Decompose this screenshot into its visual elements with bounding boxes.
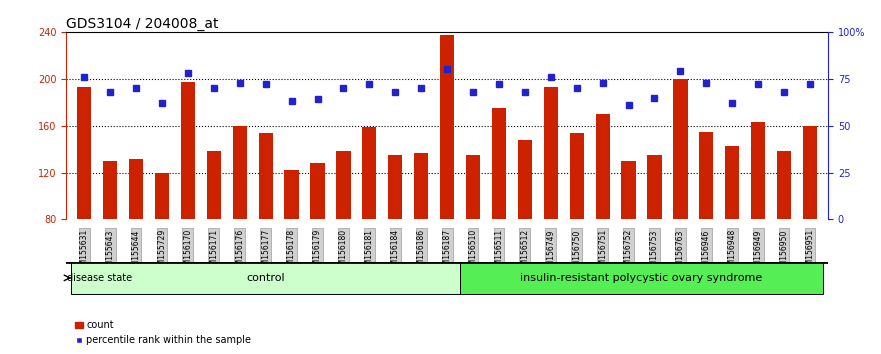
Bar — [466, 155, 480, 313]
Bar — [492, 108, 506, 313]
Bar — [207, 152, 221, 313]
Text: disease state: disease state — [67, 273, 132, 283]
Bar — [285, 170, 299, 313]
Bar — [389, 155, 403, 313]
Bar — [440, 35, 455, 313]
Text: insulin-resistant polycystic ovary syndrome: insulin-resistant polycystic ovary syndr… — [521, 273, 763, 283]
Bar — [544, 87, 558, 313]
Bar — [181, 82, 195, 313]
Bar — [129, 159, 144, 313]
Bar — [570, 133, 584, 313]
Bar — [751, 122, 766, 313]
Bar — [725, 145, 739, 313]
Bar — [648, 155, 662, 313]
Bar — [621, 161, 636, 313]
Text: GDS3104 / 204008_at: GDS3104 / 204008_at — [66, 17, 218, 31]
Bar — [596, 114, 610, 313]
Bar — [337, 152, 351, 313]
Bar — [414, 153, 428, 313]
Bar — [673, 79, 687, 313]
Bar — [518, 140, 532, 313]
Bar — [155, 172, 169, 313]
Bar — [700, 132, 714, 313]
Bar — [233, 126, 247, 313]
Text: control: control — [247, 273, 285, 283]
Bar — [777, 152, 791, 313]
Bar — [103, 161, 117, 313]
FancyBboxPatch shape — [71, 262, 460, 294]
Legend: count, percentile rank within the sample: count, percentile rank within the sample — [71, 316, 255, 349]
Bar — [362, 127, 376, 313]
Bar — [78, 87, 92, 313]
Bar — [258, 133, 273, 313]
FancyBboxPatch shape — [460, 262, 823, 294]
Bar — [310, 163, 324, 313]
Bar — [803, 126, 817, 313]
